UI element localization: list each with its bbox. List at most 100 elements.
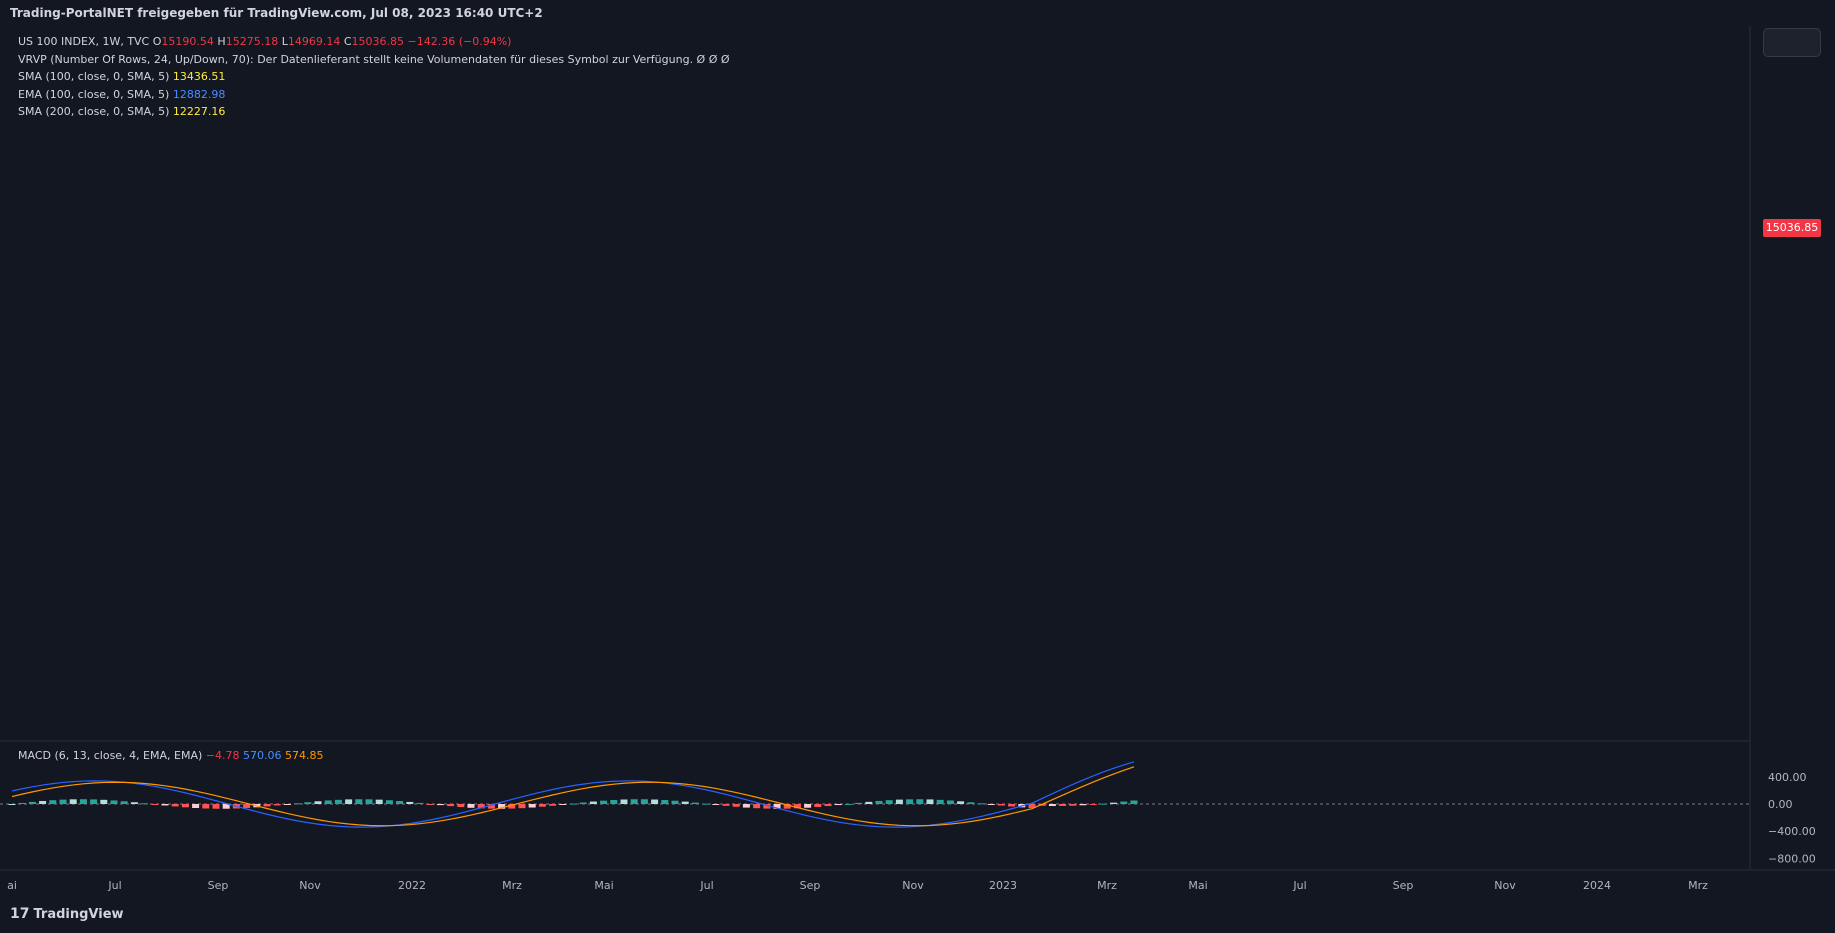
macd-bar-80 <box>824 804 832 807</box>
macd-bar-64 <box>661 800 669 804</box>
macd-bar-3 <box>39 800 47 804</box>
macd-bar-90 <box>926 799 934 804</box>
macd-bar-77 <box>793 804 801 809</box>
macd-bar-53 <box>549 804 557 806</box>
x-tick-label-5: Mrz <box>502 879 522 892</box>
macd-bar-39 <box>406 801 414 804</box>
macd-bar-33 <box>345 799 353 804</box>
close-label: C <box>343 35 352 48</box>
macd-bar-106 <box>1089 804 1097 805</box>
tradingview-logo[interactable]: 17 TradingView <box>10 906 124 922</box>
macd-bar-72 <box>742 804 750 808</box>
macd-bar-97 <box>997 804 1005 806</box>
macd-bar-59 <box>610 799 618 804</box>
macd-bar-40 <box>416 802 424 804</box>
x-tick-label-2: Sep <box>208 879 229 892</box>
macd-bar-79 <box>814 804 822 807</box>
macd-bar-62 <box>640 799 648 804</box>
macd-bar-15 <box>161 804 169 806</box>
x-tick-label-6: Mai <box>594 879 613 892</box>
macd-bar-49 <box>508 804 516 809</box>
macd-bar-54 <box>559 804 567 805</box>
macd-bar-78 <box>804 804 812 808</box>
macd-bar-110 <box>1130 800 1138 804</box>
macd-bar-46 <box>477 804 485 809</box>
macd-bar-66 <box>681 801 689 804</box>
macd-bar-55 <box>569 803 577 805</box>
macd-bar-81 <box>834 804 842 806</box>
macd-line-value: 570.06 <box>243 749 282 762</box>
scale-button[interactable] <box>1763 28 1821 57</box>
macd-label: MACD (6, 13, close, 4, EMA, EMA) <box>18 749 203 762</box>
top-bar: Trading-PortalNET freigegeben für Tradin… <box>0 0 1835 26</box>
macd-bar-45 <box>467 804 475 808</box>
macd-bar-48 <box>498 804 506 809</box>
macd-bar-8 <box>90 799 98 804</box>
macd-bar-23 <box>243 804 251 808</box>
macd-legend[interactable]: MACD (6, 13, close, 4, EMA, EMA) −4.78 5… <box>18 749 324 762</box>
x-tick-label-3: Nov <box>299 879 321 892</box>
macd-bar-92 <box>946 800 954 804</box>
ema100-label: EMA (100, close, 0, SMA, 5) <box>18 87 170 101</box>
macd-bar-29 <box>304 802 312 804</box>
macd-bar-18 <box>192 804 200 809</box>
macd-bar-60 <box>620 799 628 804</box>
symbol-row[interactable]: US 100 INDEX, 1W, TVC O15190.54 H15275.1… <box>18 33 730 51</box>
x-tick-label-14: Sep <box>1393 879 1414 892</box>
sma200-row[interactable]: SMA (200, close, 0, SMA, 5) 12227.16 <box>18 103 730 121</box>
open-label: O <box>152 35 162 48</box>
macd-bar-1 <box>18 802 26 804</box>
macd-bar-100 <box>1028 804 1036 809</box>
macd-bar-52 <box>538 804 546 807</box>
macd-bar-103 <box>1059 804 1067 807</box>
macd-bar-14 <box>151 804 159 805</box>
sma200-value: 12227.16 <box>172 105 226 118</box>
macd-line <box>11 761 1135 828</box>
x-tick-label-11: Mrz <box>1097 879 1117 892</box>
macd-bar-84 <box>865 801 873 804</box>
macd-bar-58 <box>600 800 608 804</box>
x-tick-label-4: 2022 <box>398 879 426 892</box>
macd-bar-74 <box>763 804 771 809</box>
macd-tick-label-1: 0.00 <box>1768 798 1793 811</box>
x-tick-label-10: 2023 <box>989 879 1017 892</box>
macd-bar-76 <box>783 804 791 809</box>
macd-bar-57 <box>589 801 597 804</box>
low-label: L <box>281 35 288 48</box>
macd-bar-95 <box>977 803 985 805</box>
macd-bar-67 <box>691 802 699 804</box>
macd-bar-75 <box>773 804 781 809</box>
macd-bar-73 <box>753 804 761 809</box>
sma100-row[interactable]: SMA (100, close, 0, SMA, 5) 13436.51 <box>18 68 730 86</box>
vrvp-row[interactable]: VRVP (Number Of Rows, 24, Up/Down, 70): … <box>18 51 730 69</box>
macd-bar-101 <box>1038 804 1046 806</box>
sma200-label: SMA (200, close, 0, SMA, 5) <box>18 105 170 118</box>
x-tick-label-1: Jul <box>107 879 121 892</box>
macd-bar-5 <box>59 799 67 804</box>
macd-bar-51 <box>528 804 536 808</box>
symbol-label: US 100 INDEX, 1W, TVC <box>18 35 150 48</box>
macd-hist-value: −4.78 <box>205 749 240 762</box>
macd-bar-69 <box>712 804 720 805</box>
ema100-row[interactable]: EMA (100, close, 0, SMA, 5) 12882.98 <box>18 86 730 104</box>
macd-bar-102 <box>1048 804 1056 807</box>
macd-bar-47 <box>487 804 495 809</box>
ema100-value: 12882.98 <box>172 87 226 101</box>
open-value: 15190.54 <box>161 35 214 48</box>
macd-bar-42 <box>436 804 444 806</box>
macd-bar-63 <box>651 799 659 804</box>
macd-bar-30 <box>314 801 322 804</box>
x-tick-label-7: Jul <box>699 879 713 892</box>
macd-bar-35 <box>365 799 373 804</box>
macd-bar-50 <box>518 804 526 809</box>
x-tick-label-15: Nov <box>1494 879 1516 892</box>
macd-bar-89 <box>916 799 924 804</box>
macd-bar-94 <box>967 802 975 804</box>
macd-bar-13 <box>141 803 149 805</box>
macd-bar-34 <box>355 799 363 804</box>
macd-bar-68 <box>702 803 710 805</box>
x-tick-label-13: Jul <box>1292 879 1306 892</box>
macd-bar-96 <box>987 804 995 805</box>
macd-bar-0 <box>8 804 16 805</box>
